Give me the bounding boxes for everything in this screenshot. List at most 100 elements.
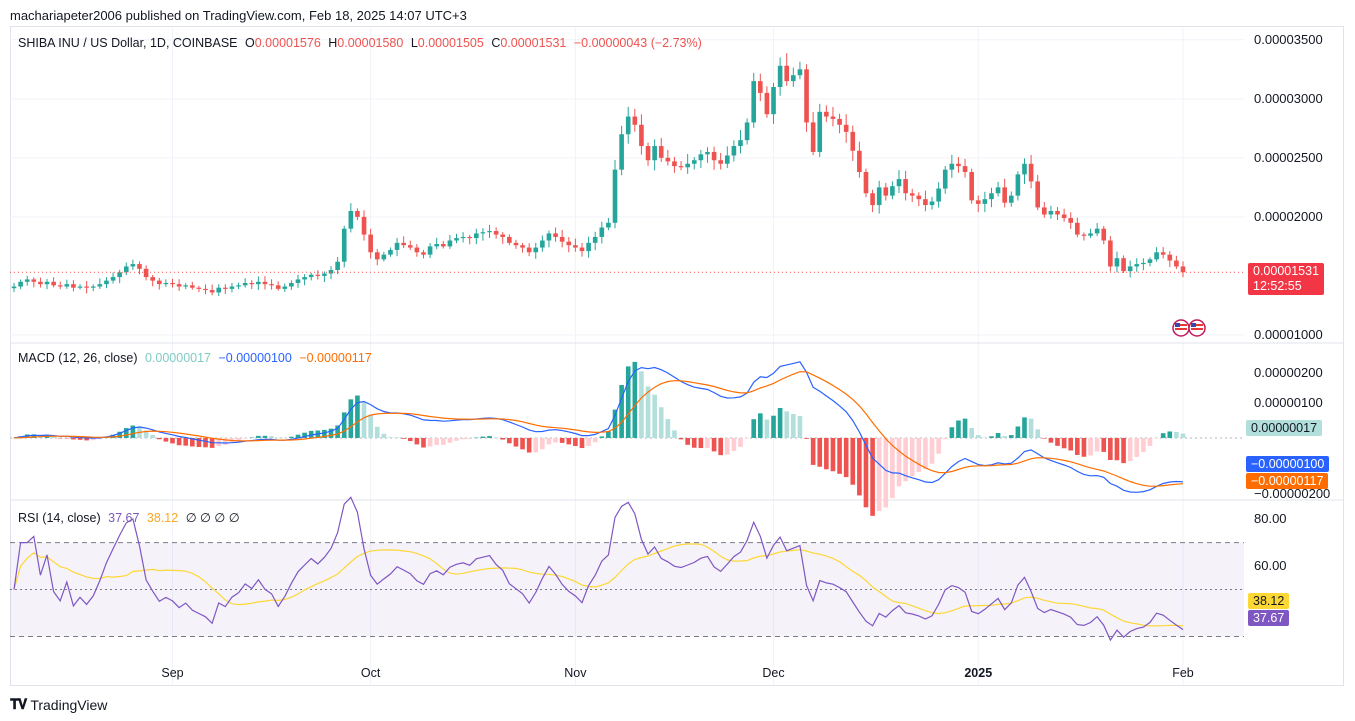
macd-histogram-bar	[942, 437, 948, 440]
candle-body	[123, 266, 129, 273]
macd-histogram-bar	[559, 437, 565, 443]
rsi-tick-label: 60.00	[1254, 558, 1287, 573]
candle-body	[1127, 266, 1133, 272]
candle-body	[685, 163, 690, 168]
chart-frame[interactable]	[10, 26, 1344, 686]
macd-histogram-bar	[1094, 437, 1100, 452]
candle-body	[665, 157, 671, 162]
price-tick-label: 0.00002500	[1254, 150, 1323, 165]
macd-histogram-bar	[11, 437, 17, 439]
candle-body	[104, 280, 109, 285]
macd-histogram-bar	[394, 437, 400, 438]
price-tick-label: 0.00002000	[1254, 209, 1323, 224]
time-tick-label: 2025	[964, 666, 992, 680]
rsi-legend: RSI (14, close) 37.67 38.12 ∅ ∅ ∅ ∅	[18, 510, 244, 525]
candle-body	[1035, 181, 1041, 208]
macd-histogram-bar	[1160, 433, 1166, 438]
macd-histogram-bar	[493, 437, 499, 438]
macd-histogram-bar	[843, 437, 849, 478]
candle-body	[843, 124, 849, 132]
macd-histogram-bar	[896, 437, 902, 487]
macd-hist-price-label: 0.00000017	[1246, 420, 1323, 436]
macd-histogram-bar	[724, 437, 730, 455]
candle-body	[1002, 187, 1007, 203]
macd-histogram-bar	[143, 430, 149, 438]
us-flag-event-icon[interactable]	[1172, 319, 1194, 337]
candle-body	[553, 233, 558, 237]
macd-title[interactable]: MACD (12, 26, close)	[18, 351, 138, 365]
candle-body	[817, 111, 823, 152]
candle-body	[401, 242, 406, 246]
macd-histogram-bar	[163, 437, 169, 442]
macd-histogram-bar	[117, 431, 122, 438]
macd-histogram-bar	[1147, 437, 1153, 446]
macd-histogram-bar	[368, 414, 373, 438]
macd-histogram-bar	[738, 437, 743, 447]
macd-histogram-bar	[487, 436, 492, 438]
macd-histogram-bar	[1075, 437, 1080, 455]
candle-body	[341, 228, 347, 262]
candle-body	[579, 247, 585, 252]
macd-histogram-bar	[916, 437, 922, 472]
candle-body	[744, 122, 750, 141]
macd-histogram-bar	[520, 437, 525, 450]
candle-body	[586, 242, 591, 252]
macd-signal-value: −0.00000117	[299, 351, 372, 365]
macd-histogram-bar	[909, 437, 915, 477]
macd-histogram-bar	[507, 437, 512, 444]
candle-body	[90, 286, 96, 288]
macd-histogram-bar	[975, 435, 981, 438]
candle-body	[540, 240, 545, 248]
candle-body	[24, 279, 30, 282]
candle-body	[11, 286, 17, 289]
candle-body	[599, 227, 605, 237]
candle-body	[711, 151, 717, 161]
macd-histogram-bar	[289, 436, 294, 438]
macd-histogram-bar	[1127, 437, 1133, 462]
symbol-title[interactable]: SHIBA INU / US Dollar, 1D, COINBASE	[18, 36, 238, 50]
candle-body	[368, 234, 373, 253]
candle-body	[355, 210, 360, 217]
macd-histogram-bar	[407, 437, 413, 442]
candle-body	[394, 242, 400, 250]
candle-body	[863, 172, 869, 194]
macd-tick-label: 0.00000100	[1254, 395, 1323, 410]
macd-histogram-bar	[1114, 437, 1120, 461]
candle-body	[824, 111, 829, 117]
macd-histogram-bar	[156, 437, 162, 440]
macd-histogram-bar	[553, 437, 558, 443]
rsi-ma-price-label: 38.12	[1248, 593, 1290, 609]
last-price-value: 0.00001531	[1253, 264, 1320, 278]
rsi-title[interactable]: RSI (14, close)	[18, 511, 101, 525]
candle-body	[1075, 222, 1080, 235]
time-tick-label: Sep	[161, 666, 183, 680]
price-tick-label: 0.00003500	[1254, 32, 1323, 47]
macd-histogram-bar	[203, 437, 208, 448]
us-flag-event-icon-2[interactable]	[1186, 319, 1208, 337]
macd-tick-label: −0.00000200	[1254, 486, 1330, 501]
candle-body	[652, 146, 657, 161]
candle-body	[322, 273, 327, 276]
macd-histogram-bar	[718, 437, 723, 456]
candle-body	[896, 179, 902, 187]
tradingview-logo-icon: 𝐓𝐕	[10, 696, 27, 712]
macd-histogram-bar	[176, 437, 182, 446]
macd-histogram-bar	[830, 437, 836, 472]
candle-body	[533, 247, 539, 253]
macd-histogram-bar	[678, 437, 684, 440]
candle-body	[77, 286, 83, 288]
macd-histogram-bar	[1022, 417, 1027, 438]
tradingview-logo[interactable]: 𝐓𝐕 TradingView	[10, 696, 107, 713]
candle-body	[440, 244, 446, 247]
macd-histogram-bar	[242, 437, 248, 439]
candle-body	[176, 284, 182, 287]
macd-histogram-bar	[989, 436, 994, 438]
macd-signal-line	[13, 371, 1184, 487]
macd-histogram-bar	[295, 434, 301, 438]
candle-body	[328, 269, 334, 274]
macd-histogram-bar	[341, 412, 347, 438]
macd-histogram-bar	[1002, 436, 1007, 438]
macd-histogram-bar	[427, 437, 433, 447]
macd-histogram-bar	[804, 437, 809, 439]
